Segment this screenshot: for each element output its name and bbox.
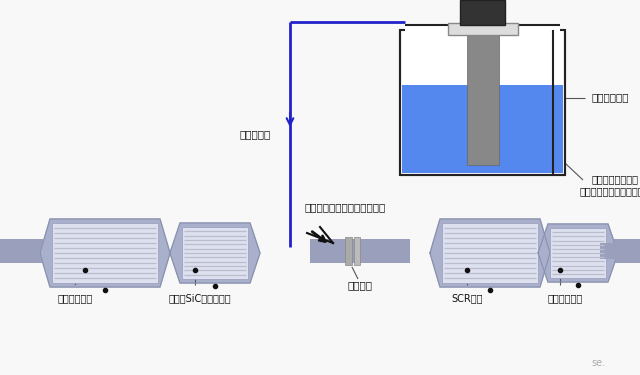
Text: 尿素水配管: 尿素水配管 xyxy=(239,129,271,140)
Text: se.: se. xyxy=(591,358,605,368)
Polygon shape xyxy=(170,223,260,283)
Polygon shape xyxy=(40,219,170,287)
Bar xyxy=(600,243,640,259)
Polygon shape xyxy=(538,224,618,282)
Bar xyxy=(0,243,40,259)
Text: 尿素水ドージングモジュール: 尿素水ドージングモジュール xyxy=(305,202,386,212)
Text: ミキサー: ミキサー xyxy=(348,280,372,290)
Bar xyxy=(460,0,505,25)
Bar xyxy=(354,237,360,265)
Text: 触媒付SiCフィルター: 触媒付SiCフィルター xyxy=(169,293,231,303)
Text: 前段酸化触媒: 前段酸化触媒 xyxy=(58,293,93,303)
Bar xyxy=(182,227,248,279)
Text: 尿素水タンク: 尿素水タンク xyxy=(591,93,628,102)
Bar xyxy=(467,35,499,165)
Polygon shape xyxy=(430,219,550,287)
Bar xyxy=(52,223,158,283)
Bar xyxy=(580,239,640,263)
Bar xyxy=(310,239,410,263)
Bar xyxy=(0,239,55,263)
Text: 尿素水位センサー
＆温度センサー（一体型）: 尿素水位センサー ＆温度センサー（一体型） xyxy=(580,174,640,196)
Bar xyxy=(550,228,606,278)
Bar xyxy=(442,223,538,283)
Bar xyxy=(400,30,565,175)
Text: 後段酸化触媒: 後段酸化触媒 xyxy=(547,293,582,303)
Text: SCR触媒: SCR触媒 xyxy=(451,293,483,303)
Bar xyxy=(345,237,352,265)
Bar xyxy=(447,23,518,35)
Bar xyxy=(402,85,563,173)
Bar xyxy=(405,25,560,37)
